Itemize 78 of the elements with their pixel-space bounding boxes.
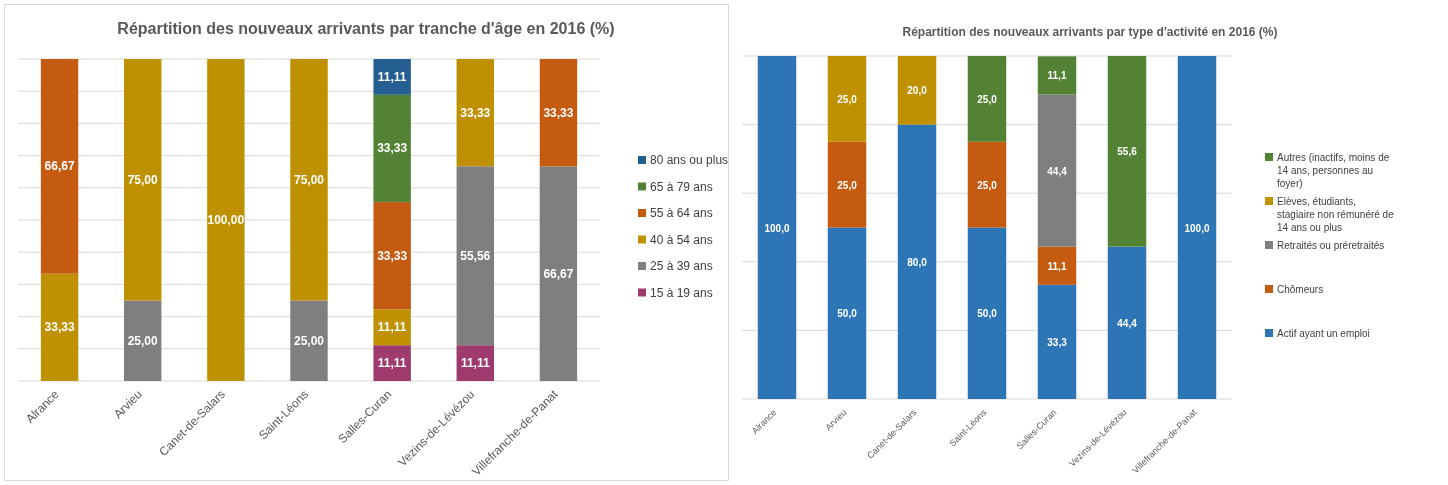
data-label: 11,11 [460, 356, 490, 371]
data-label: 33,33 [377, 141, 408, 156]
data-label: 100,00 [207, 213, 245, 227]
data-label: 44,4 [1117, 317, 1138, 329]
bar [1107, 246, 1147, 399]
bar [373, 59, 411, 95]
bar [539, 166, 578, 381]
data-label: 25,00 [293, 333, 325, 348]
data-label: 25,0 [837, 93, 858, 105]
bar [1177, 56, 1217, 399]
data-label: 25,00 [127, 333, 159, 348]
legend-label: 55 à 64 ans [650, 206, 713, 220]
bar [539, 59, 578, 167]
data-label: 11,1 [1047, 260, 1067, 272]
bar [1037, 246, 1077, 285]
data-label: 25,0 [837, 179, 858, 191]
bar [967, 56, 1007, 142]
data-label: 33,3 [1047, 336, 1068, 348]
data-label: 33,33 [543, 105, 574, 120]
bar [1037, 56, 1077, 95]
bar [1037, 94, 1077, 247]
data-label: 75,00 [293, 172, 325, 187]
chart-title: Répartition des nouveaux arrivants par type d'activité en 2016 (%) [902, 25, 1278, 39]
bar [290, 59, 328, 301]
data-label: 100,0 [764, 222, 790, 234]
bar [40, 273, 79, 381]
legend-label: Retraités ou préretraités [1277, 240, 1385, 251]
legend-label: Autres (inactifs, moins de 14 ans, personnes au foyer) [1277, 152, 1390, 189]
bar [124, 59, 162, 301]
bar [1107, 56, 1147, 247]
bar [373, 309, 411, 346]
data-label: 20,0 [907, 85, 928, 97]
bar [1037, 284, 1077, 399]
bar [456, 59, 494, 167]
bar [40, 59, 79, 274]
bar [827, 227, 867, 399]
data-label: 100,0 [1184, 222, 1210, 234]
bar [827, 141, 867, 228]
legend-label: Elèves, étudiants, stagiaire non rémunéré de 14 ans ou plus [1277, 196, 1395, 233]
legend-label: 15 à 19 ans [650, 285, 713, 300]
legend-label: 25 à 39 ans [650, 259, 713, 273]
data-label: 66,67 [543, 266, 574, 281]
chart-title: Répartition des nouveaux arrivants par tranche d'âge en 2016 (%) [117, 20, 615, 37]
bar [897, 56, 937, 125]
data-label: 75,00 [127, 172, 159, 187]
bar [967, 227, 1007, 399]
data-label: 44,4 [1047, 165, 1068, 177]
bar [373, 345, 411, 381]
data-label: 33,33 [460, 105, 491, 120]
legend-label: 65 à 79 ans [650, 179, 713, 194]
data-label: 25,0 [977, 93, 998, 105]
bar [207, 59, 245, 381]
bar [757, 56, 797, 399]
bar [456, 166, 494, 346]
bar [290, 300, 328, 381]
data-label: 11,11 [377, 356, 407, 371]
data-label: 66,67 [44, 159, 75, 174]
data-label: 11,11 [377, 69, 407, 84]
data-label: 55,56 [460, 248, 491, 263]
data-label: 55,6 [1117, 146, 1138, 158]
data-label: 80,0 [907, 256, 928, 268]
data-label: 50,0 [977, 308, 998, 320]
bar [124, 300, 162, 381]
bar [373, 202, 411, 310]
legend-label: Chômeurs [1277, 284, 1324, 295]
legend-label: 40 à 54 ans [650, 232, 713, 247]
bar [967, 141, 1007, 228]
data-label: 11,11 [377, 320, 407, 335]
data-label: 33,33 [377, 248, 408, 263]
legend-label: Actif ayant un emploi [1277, 328, 1370, 339]
legend-label: 80 ans ou plus [650, 153, 729, 167]
data-label: 25,0 [977, 179, 998, 191]
bar [827, 56, 867, 142]
bar [897, 124, 937, 399]
data-label: 33,33 [44, 320, 75, 335]
data-label: 11,1 [1047, 70, 1067, 82]
bar [373, 94, 411, 203]
data-label: 50,0 [837, 308, 858, 320]
